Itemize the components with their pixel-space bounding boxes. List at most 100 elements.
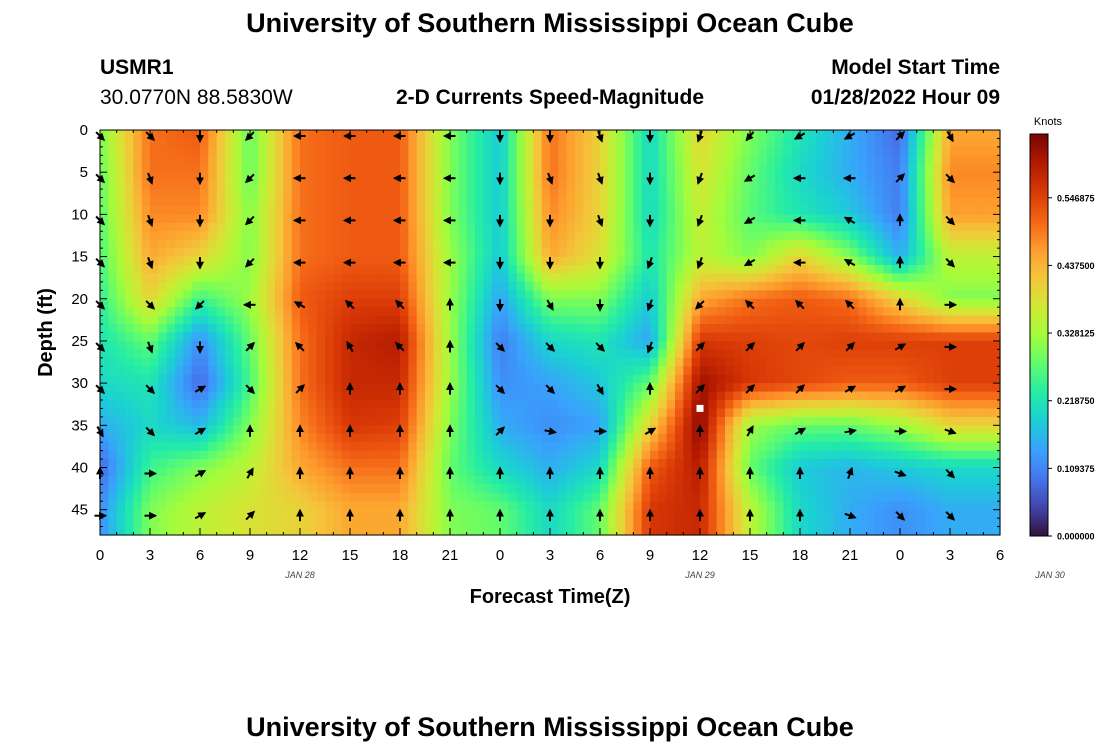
heatmap-cell — [908, 383, 918, 393]
heatmap-cell — [841, 400, 851, 410]
heatmap-cell — [191, 214, 201, 224]
heatmap-cell — [700, 425, 709, 435]
heatmap-cell — [666, 163, 676, 173]
heatmap-cell — [666, 324, 676, 334]
heatmap-cell — [400, 416, 409, 426]
heatmap-cell — [808, 484, 818, 494]
heatmap-cell — [650, 189, 659, 199]
heatmap-cell — [250, 239, 259, 249]
heatmap-cell — [825, 180, 834, 190]
heatmap-cell — [725, 374, 734, 384]
heatmap-cell — [658, 146, 668, 156]
heatmap-cell — [383, 205, 393, 215]
heatmap-cell — [891, 340, 901, 350]
heatmap-cell — [958, 400, 968, 410]
heatmap-cell — [108, 281, 118, 291]
heatmap-cell — [466, 130, 476, 140]
heatmap-cell — [583, 239, 593, 249]
heatmap-cell — [633, 332, 643, 342]
heatmap-cell — [725, 239, 734, 249]
heatmap-cell — [858, 374, 868, 384]
heatmap-cell — [325, 425, 334, 435]
heatmap-cell — [191, 239, 201, 249]
heatmap-cell — [241, 248, 251, 258]
heatmap-cell — [700, 290, 709, 300]
heatmap-cell — [141, 391, 151, 401]
heatmap-cell — [316, 281, 326, 291]
heatmap-cell — [300, 416, 309, 426]
heatmap-cell — [300, 172, 309, 182]
heatmap-cell — [858, 416, 868, 426]
heatmap-cell — [908, 416, 918, 426]
heatmap-cell — [608, 332, 618, 342]
heatmap-cell — [458, 273, 468, 283]
heatmap-cell — [958, 163, 968, 173]
heatmap-cell — [941, 163, 951, 173]
heatmap-cell — [483, 433, 493, 443]
heatmap-cell — [666, 155, 676, 165]
heatmap-cell — [283, 416, 293, 426]
heatmap-cell — [666, 442, 676, 452]
heatmap-cell — [316, 400, 326, 410]
heatmap-cell — [250, 391, 259, 401]
heatmap-cell — [791, 450, 801, 460]
heatmap-cell — [333, 197, 343, 207]
heatmap-cell — [708, 332, 718, 342]
heatmap-cell — [241, 265, 251, 275]
heatmap-cell — [100, 366, 109, 376]
heatmap-cell — [200, 450, 209, 460]
heatmap-cell — [966, 501, 976, 511]
heatmap-cell — [225, 459, 234, 469]
heatmap-cell — [475, 484, 484, 494]
heatmap-cell — [758, 400, 768, 410]
heatmap-cell — [408, 256, 418, 266]
heatmap-cell — [325, 265, 334, 275]
heatmap-cell — [833, 239, 843, 249]
heatmap-cell — [100, 265, 109, 275]
heatmap-cell — [458, 400, 468, 410]
heatmap-cell — [483, 307, 493, 317]
heatmap-cell — [183, 459, 193, 469]
heatmap-cell — [683, 172, 693, 182]
heatmap-cell — [525, 239, 534, 249]
heatmap-cell — [408, 205, 418, 215]
heatmap-cell — [741, 324, 751, 334]
heatmap-cell — [258, 366, 268, 376]
heatmap-cell — [783, 450, 793, 460]
heatmap-cell — [650, 172, 659, 182]
heatmap-cell — [816, 172, 826, 182]
heatmap-cell — [775, 222, 784, 232]
heatmap-cell — [875, 450, 884, 460]
heatmap-cell — [966, 180, 976, 190]
heatmap-cell — [500, 374, 509, 384]
heatmap-cell — [925, 256, 934, 266]
heatmap-cell — [125, 425, 134, 435]
heatmap-cell — [483, 509, 493, 519]
heatmap-cell — [575, 475, 584, 485]
heatmap-cell — [325, 138, 334, 148]
heatmap-cell — [841, 205, 851, 215]
heatmap-cell — [933, 475, 943, 485]
heatmap-cell — [500, 172, 509, 182]
heatmap-cell — [716, 163, 726, 173]
heatmap-cell — [741, 349, 751, 359]
heatmap-cell — [475, 400, 484, 410]
heatmap-cell — [541, 205, 551, 215]
heatmap-cell — [108, 518, 118, 528]
heatmap-cell — [875, 374, 884, 384]
heatmap-cell — [966, 425, 976, 435]
heatmap-cell — [441, 501, 451, 511]
heatmap-cell — [700, 459, 709, 469]
heatmap-cell — [866, 433, 876, 443]
heatmap-cell — [616, 475, 626, 485]
heatmap-cell — [550, 501, 559, 511]
heatmap-cell — [816, 256, 826, 266]
heatmap-cell — [350, 273, 359, 283]
heatmap-cell — [583, 138, 593, 148]
heatmap-cell — [941, 307, 951, 317]
heatmap-cell — [191, 467, 201, 477]
heatmap-cell — [958, 366, 968, 376]
heatmap-cell — [600, 231, 609, 241]
heatmap-cell — [650, 366, 659, 376]
heatmap-cell — [491, 383, 501, 393]
